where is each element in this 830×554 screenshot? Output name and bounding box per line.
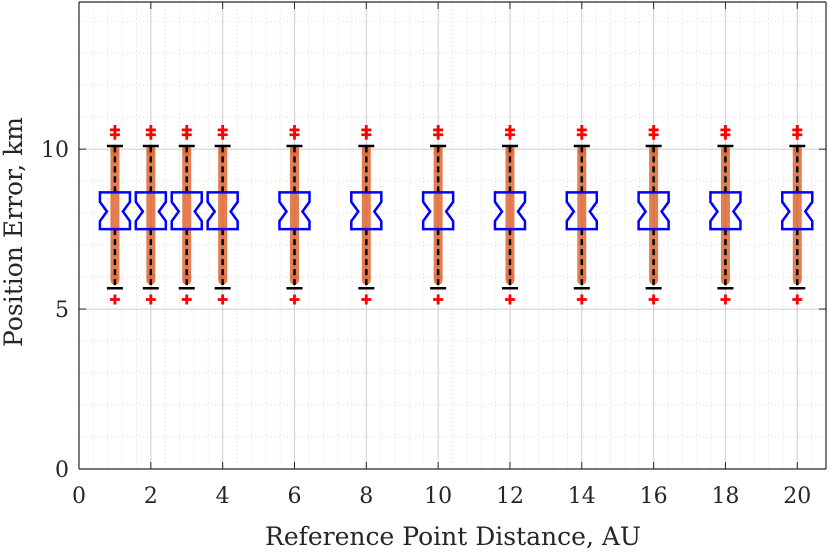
outlier-marker xyxy=(145,129,156,140)
notched-box xyxy=(98,191,132,231)
outlier-marker xyxy=(361,129,372,140)
x-tick-label: 4 xyxy=(216,484,230,509)
outlier-marker xyxy=(504,294,515,305)
outlier-marker xyxy=(145,294,156,305)
outlier-marker xyxy=(289,294,300,305)
outlier-marker xyxy=(433,294,444,305)
outlier-marker xyxy=(576,129,587,140)
sample-point xyxy=(434,148,443,157)
notched-box xyxy=(709,191,742,231)
x-tick-label: 2 xyxy=(144,484,158,509)
sample-point xyxy=(721,148,730,157)
notched-box xyxy=(350,191,383,231)
notched-box xyxy=(134,191,168,231)
outlier-marker xyxy=(433,129,444,140)
sample-point xyxy=(721,273,730,282)
outlier-marker xyxy=(576,294,587,305)
x-tick-label: 8 xyxy=(359,484,373,509)
sample-point xyxy=(290,148,299,157)
x-tick-label: 10 xyxy=(424,484,452,509)
sample-point xyxy=(649,273,658,282)
y-axis-label: Position Error, km xyxy=(0,117,28,347)
sample-point xyxy=(649,148,658,157)
sample-point xyxy=(146,273,155,282)
notched-box xyxy=(278,191,311,231)
x-tick-label: 0 xyxy=(72,484,86,509)
sample-point xyxy=(434,273,443,282)
sample-point xyxy=(793,148,802,157)
sample-point xyxy=(182,148,191,157)
outlier-marker xyxy=(217,129,228,140)
x-tick-label: 16 xyxy=(640,484,668,509)
boxes xyxy=(98,124,814,305)
outlier-marker xyxy=(648,129,659,140)
notched-box xyxy=(206,191,239,231)
tick-labels: 0 2 4 6 8 10 12 14 16 18 20 0 5 10 xyxy=(41,138,811,509)
sample-points xyxy=(110,144,802,285)
x-tick-label: 6 xyxy=(287,484,301,509)
outlier-marker xyxy=(109,294,120,305)
x-tick-label: 14 xyxy=(568,484,596,509)
notched-box xyxy=(493,191,527,231)
sample-point xyxy=(110,273,119,282)
sample-point xyxy=(362,273,371,282)
notched-box xyxy=(637,191,670,231)
outlier-marker xyxy=(109,129,120,140)
y-tick-label: 10 xyxy=(41,138,69,163)
outlier-marker xyxy=(181,294,192,305)
outlier-marker xyxy=(720,294,731,305)
sample-point xyxy=(182,273,191,282)
x-tick-label: 12 xyxy=(496,484,524,509)
sample-point xyxy=(110,148,119,157)
sample-point xyxy=(505,148,514,157)
notched-box xyxy=(781,191,814,231)
sample-point xyxy=(290,273,299,282)
outlier-marker xyxy=(648,294,659,305)
sample-point xyxy=(577,273,586,282)
sample-point xyxy=(793,273,802,282)
notched-box xyxy=(170,191,203,231)
notched-box xyxy=(565,191,599,231)
notched-box xyxy=(421,191,455,231)
y-tick-label: 5 xyxy=(55,298,69,323)
sample-point xyxy=(577,148,586,157)
sample-point xyxy=(505,273,514,282)
axes-frame xyxy=(78,1,827,470)
outlier-marker xyxy=(504,129,515,140)
outlier-marker xyxy=(217,294,228,305)
outlier-marker xyxy=(181,129,192,140)
x-axis-label: Reference Point Distance, AU xyxy=(265,522,641,551)
sample-point xyxy=(218,148,227,157)
outlier-marker xyxy=(792,294,803,305)
sample-point xyxy=(362,148,371,157)
x-tick-label: 20 xyxy=(783,484,811,509)
x-tick-label: 18 xyxy=(711,484,739,509)
y-tick-label: 0 xyxy=(55,458,69,483)
outlier-marker xyxy=(792,129,803,140)
outlier-marker xyxy=(361,294,372,305)
outlier-marker xyxy=(289,129,300,140)
sample-point xyxy=(218,273,227,282)
sample-point xyxy=(146,148,155,157)
outlier-marker xyxy=(720,129,731,140)
